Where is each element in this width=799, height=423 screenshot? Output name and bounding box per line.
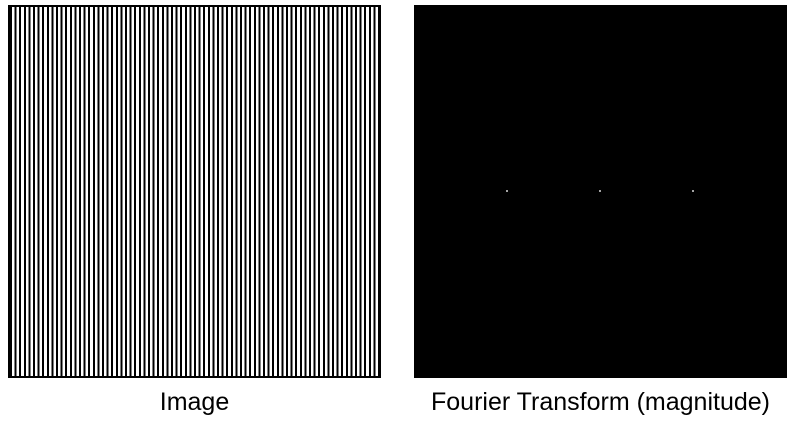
fourier-magnitude-panel — [414, 5, 787, 378]
fourier-peak-right — [692, 190, 694, 192]
image-caption: Image — [159, 388, 230, 416]
fourier-peak-left — [506, 190, 508, 192]
vertical-stripe-image — [8, 5, 381, 378]
fourier-caption: Fourier Transform (magnitude) — [430, 388, 770, 416]
fourier-peak-center — [599, 190, 601, 192]
